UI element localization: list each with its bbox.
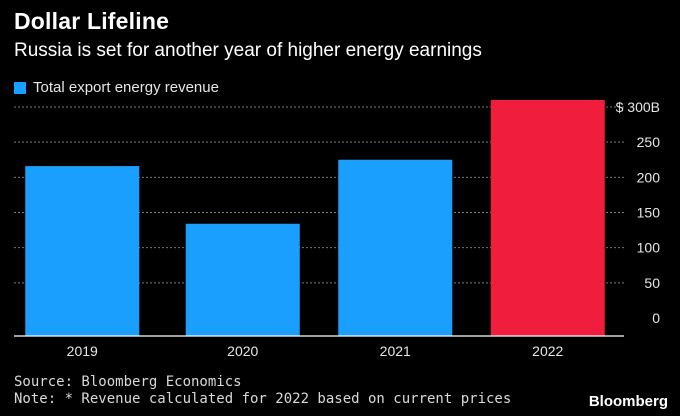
y-tick-label: 0: [652, 310, 660, 326]
legend-label: Total export energy revenue: [33, 79, 219, 96]
y-tick-label: 150: [637, 205, 661, 221]
footnote: Note: * Revenue calculated for 2022 base…: [14, 391, 512, 407]
bar-2021: [338, 159, 453, 336]
x-tick-label: 2019: [67, 343, 98, 359]
x-tick-label: 2022: [532, 343, 563, 359]
y-tick-label: $ 300B: [616, 99, 660, 115]
chart-subtitle: Russia is set for another year of higher…: [14, 40, 482, 61]
bar-2020: [185, 223, 300, 336]
chart-legend: Total export energy revenue: [14, 79, 219, 96]
y-tick-label: 200: [637, 169, 661, 185]
x-tick-label: 2020: [227, 343, 258, 359]
bar-2019: [25, 166, 140, 336]
y-tick-label: 100: [637, 240, 661, 256]
chart-title: Dollar Lifeline: [14, 8, 170, 34]
x-tick-label: 2021: [380, 343, 411, 359]
bloomberg-logo: Bloomberg: [588, 393, 668, 410]
y-tick-label: 50: [644, 275, 660, 291]
y-tick-label: 250: [637, 134, 661, 150]
legend-swatch: [14, 81, 26, 94]
bar-2022: [490, 99, 605, 336]
source-note: Source: Bloomberg Economics: [14, 374, 242, 390]
